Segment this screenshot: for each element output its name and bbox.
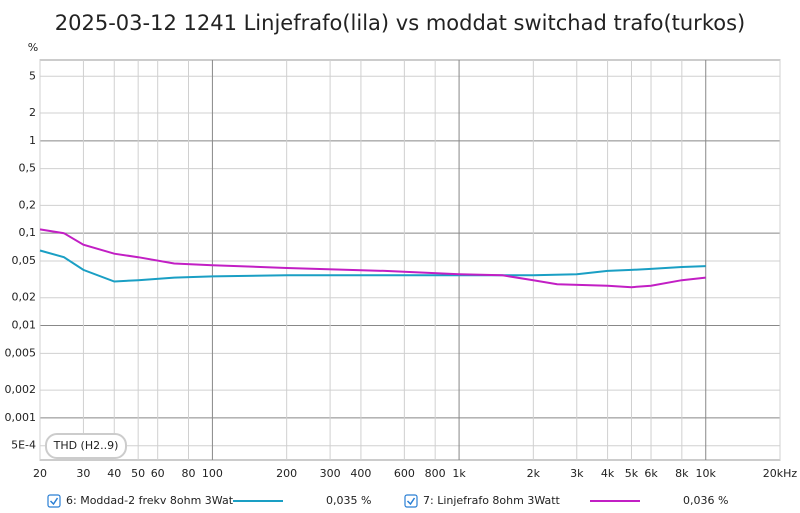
legend-checkbox	[404, 494, 418, 508]
legend-value: 0,036 %	[683, 494, 728, 507]
x-tick-label: 3k	[570, 467, 584, 480]
y-tick-label: 5	[29, 69, 36, 82]
x-tick-label: 20kHz	[763, 467, 798, 480]
y-tick-label: 1	[29, 134, 36, 147]
x-tick-label: 30	[76, 467, 90, 480]
legend-checkbox	[47, 494, 61, 508]
x-tick-label: 600	[394, 467, 415, 480]
x-tick-label: 5k	[625, 467, 639, 480]
annotation: THD (H2..9)	[53, 439, 119, 452]
x-tick-label: 80	[182, 467, 196, 480]
series-line	[39, 249, 706, 283]
legend-check	[49, 497, 59, 506]
x-tick-label: 40	[107, 467, 121, 480]
annotation-box	[45, 433, 127, 459]
x-tick-label: 2k	[527, 467, 541, 480]
y-tick-label: 0,02	[12, 291, 37, 304]
legend-value: 0,035 %	[326, 494, 371, 507]
series-line	[39, 228, 706, 289]
y-unit: %	[28, 41, 38, 54]
y-tick-label: 0,005	[5, 346, 37, 359]
legend-check	[406, 497, 416, 506]
legend-label: 6: Moddad-2 frekv 8ohm 3Wat	[66, 494, 234, 507]
y-tick-label: 0,05	[12, 254, 37, 267]
chart-title: 2025-03-12 1241 Linjefrafo(lila) vs modd…	[55, 11, 745, 35]
legend-label: 7: Linjefrafo 8ohm 3Watt	[423, 494, 561, 507]
y-tick-label: 0,002	[5, 383, 37, 396]
x-tick-label: 8k	[675, 467, 689, 480]
x-tick-label: 200	[276, 467, 297, 480]
y-tick-label: 0,2	[19, 198, 37, 211]
x-tick-label: 50	[131, 467, 145, 480]
x-tick-label: 60	[151, 467, 165, 480]
y-tick-label: 2	[29, 106, 36, 119]
x-tick-label: 10k	[696, 467, 717, 480]
x-tick-label: 800	[425, 467, 446, 480]
x-tick-label: 20	[33, 467, 47, 480]
x-tick-label: 1k	[452, 467, 466, 480]
y-tick-label: 0,5	[19, 162, 37, 175]
x-tick-label: 400	[350, 467, 371, 480]
x-tick-label: 6k	[644, 467, 658, 480]
x-tick-label: 300	[320, 467, 341, 480]
x-tick-label: 100	[202, 467, 223, 480]
y-tick-label: 0,01	[12, 319, 37, 332]
x-tick-label: 4k	[601, 467, 615, 480]
y-tick-label: 0,1	[19, 226, 37, 239]
y-tick-label: 5E-4	[11, 439, 36, 452]
y-tick-label: 0,001	[5, 411, 37, 424]
